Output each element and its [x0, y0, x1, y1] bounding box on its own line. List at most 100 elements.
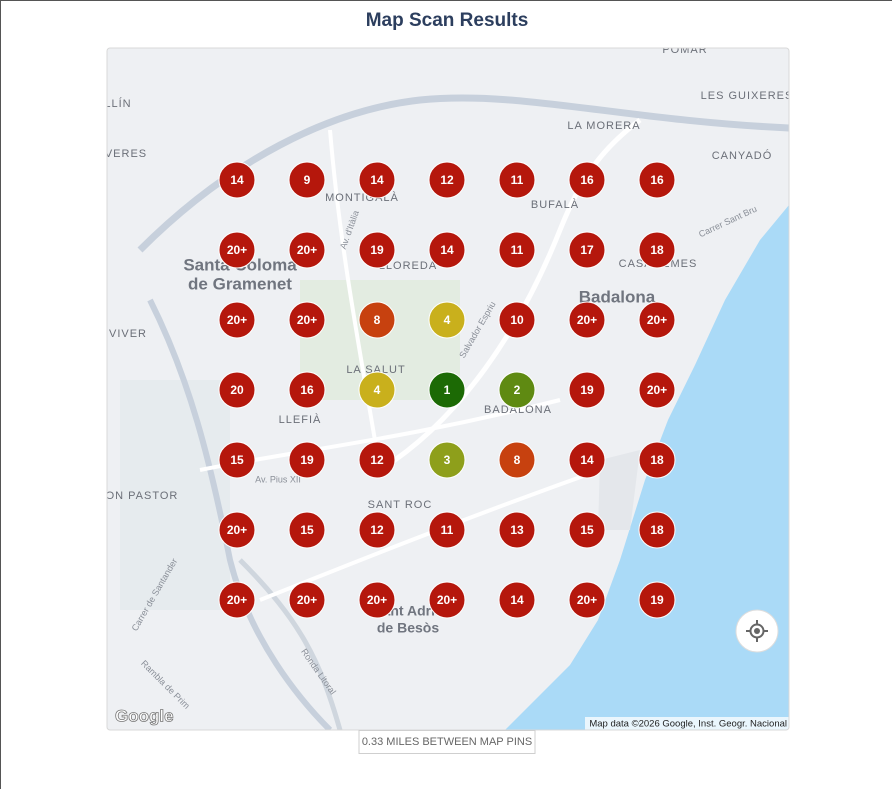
pin-circle[interactable]: [638, 441, 676, 479]
map-pin[interactable]: 1: [428, 371, 466, 409]
map-pin[interactable]: 8: [358, 301, 396, 339]
map-pin[interactable]: 20+: [568, 581, 606, 619]
map-pin[interactable]: 13: [498, 511, 536, 549]
pin-circle[interactable]: [428, 231, 466, 269]
map-pin[interactable]: 16: [288, 371, 326, 409]
pin-circle[interactable]: [428, 441, 466, 479]
pin-circle[interactable]: [358, 161, 396, 199]
map-pin[interactable]: 3: [428, 441, 466, 479]
map-pin[interactable]: 20+: [428, 581, 466, 619]
pin-circle[interactable]: [428, 301, 466, 339]
pin-circle[interactable]: [428, 161, 466, 199]
pin-circle[interactable]: [498, 371, 536, 409]
map-pin[interactable]: 20: [218, 371, 256, 409]
map-pin[interactable]: 19: [288, 441, 326, 479]
pin-circle[interactable]: [638, 581, 676, 619]
pin-circle[interactable]: [568, 231, 606, 269]
map-pin[interactable]: 20+: [218, 301, 256, 339]
pin-circle[interactable]: [568, 161, 606, 199]
map-pin[interactable]: 8: [498, 441, 536, 479]
map-pin[interactable]: 12: [358, 441, 396, 479]
map-pin[interactable]: 14: [568, 441, 606, 479]
map-pin[interactable]: 20+: [218, 581, 256, 619]
pin-circle[interactable]: [638, 231, 676, 269]
pin-circle[interactable]: [358, 371, 396, 409]
map-pin[interactable]: 15: [568, 511, 606, 549]
map-pin[interactable]: 19: [638, 581, 676, 619]
map-pin[interactable]: 15: [218, 441, 256, 479]
map-pin[interactable]: 4: [428, 301, 466, 339]
map-pin[interactable]: 20+: [288, 301, 326, 339]
pin-circle[interactable]: [218, 301, 256, 339]
map-pin[interactable]: 14: [428, 231, 466, 269]
pin-circle[interactable]: [358, 441, 396, 479]
map-pin[interactable]: 20+: [358, 581, 396, 619]
map-pin[interactable]: 10: [498, 301, 536, 339]
pin-circle[interactable]: [638, 161, 676, 199]
map[interactable]: Santa Coloma de Gramenet Badalona MONTIG…: [104, 44, 793, 730]
map-pin[interactable]: 17: [568, 231, 606, 269]
pin-circle[interactable]: [638, 511, 676, 549]
map-pin[interactable]: 20+: [568, 301, 606, 339]
map-pin[interactable]: 9: [288, 161, 326, 199]
pin-circle[interactable]: [568, 371, 606, 409]
pin-circle[interactable]: [568, 441, 606, 479]
pin-circle[interactable]: [288, 161, 326, 199]
map-pin[interactable]: 15: [288, 511, 326, 549]
pin-circle[interactable]: [288, 581, 326, 619]
pin-circle[interactable]: [288, 371, 326, 409]
pin-circle[interactable]: [638, 371, 676, 409]
map-pin[interactable]: 16: [638, 161, 676, 199]
pin-circle[interactable]: [498, 301, 536, 339]
map-pin[interactable]: 20+: [288, 231, 326, 269]
pin-circle[interactable]: [428, 581, 466, 619]
pin-circle[interactable]: [358, 511, 396, 549]
map-pin[interactable]: 12: [428, 161, 466, 199]
pin-circle[interactable]: [218, 581, 256, 619]
map-pin[interactable]: 18: [638, 231, 676, 269]
scale-button[interactable]: 0.33 MILES BETWEEN MAP PINS: [358, 730, 536, 754]
pin-circle[interactable]: [428, 371, 466, 409]
pin-circle[interactable]: [568, 511, 606, 549]
pin-circle[interactable]: [568, 581, 606, 619]
map-pin[interactable]: 18: [638, 511, 676, 549]
pin-circle[interactable]: [498, 231, 536, 269]
locate-button[interactable]: [735, 609, 779, 653]
map-pin[interactable]: 20+: [638, 301, 676, 339]
map-pin[interactable]: 16: [568, 161, 606, 199]
pin-circle[interactable]: [218, 231, 256, 269]
pin-circle[interactable]: [358, 301, 396, 339]
pin-circle[interactable]: [498, 511, 536, 549]
map-pin[interactable]: 18: [638, 441, 676, 479]
map-pin[interactable]: 20+: [288, 581, 326, 619]
map-pin[interactable]: 20+: [218, 511, 256, 549]
pin-circle[interactable]: [218, 511, 256, 549]
pin-circle[interactable]: [218, 371, 256, 409]
map-pin[interactable]: 11: [498, 231, 536, 269]
map-pin[interactable]: 14: [358, 161, 396, 199]
map-pin[interactable]: 12: [358, 511, 396, 549]
pin-circle[interactable]: [498, 581, 536, 619]
map-pin[interactable]: 4: [358, 371, 396, 409]
pin-circle[interactable]: [288, 231, 326, 269]
map-pin[interactable]: 2: [498, 371, 536, 409]
pin-circle[interactable]: [218, 441, 256, 479]
pin-circle[interactable]: [358, 231, 396, 269]
map-pin[interactable]: 11: [428, 511, 466, 549]
map-pin[interactable]: 14: [218, 161, 256, 199]
pin-circle[interactable]: [638, 301, 676, 339]
map-pin[interactable]: 11: [498, 161, 536, 199]
map-pin[interactable]: 14: [498, 581, 536, 619]
map-pin[interactable]: 19: [358, 231, 396, 269]
pin-circle[interactable]: [288, 441, 326, 479]
pin-circle[interactable]: [358, 581, 396, 619]
pin-circle[interactable]: [218, 161, 256, 199]
pin-circle[interactable]: [428, 511, 466, 549]
pin-circle[interactable]: [288, 301, 326, 339]
map-pin[interactable]: 19: [568, 371, 606, 409]
pin-circle[interactable]: [568, 301, 606, 339]
pin-circle[interactable]: [498, 161, 536, 199]
map-pin[interactable]: 20+: [638, 371, 676, 409]
pin-circle[interactable]: [498, 441, 536, 479]
map-pin[interactable]: 20+: [218, 231, 256, 269]
